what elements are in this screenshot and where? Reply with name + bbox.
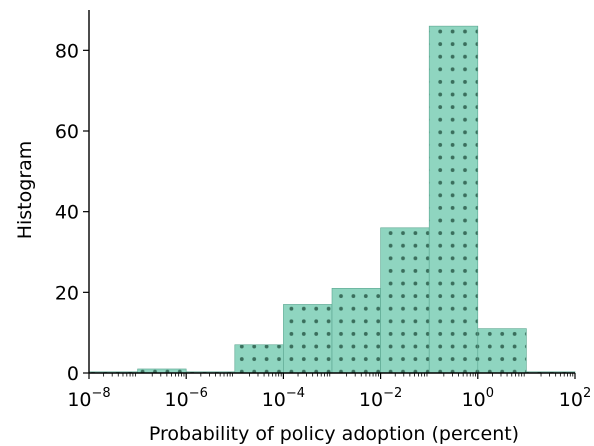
histogram-bar-9 xyxy=(477,328,527,374)
x-tick-exponent: −8 xyxy=(92,386,111,401)
x-tick-exponent: −2 xyxy=(383,386,402,401)
x-tick-label: 10−2 xyxy=(359,386,402,411)
histogram-bar-5 xyxy=(283,304,333,374)
y-axis-title: Histogram xyxy=(14,141,36,240)
x-tick-label: 102 xyxy=(559,386,591,411)
x-tick-label: 10−6 xyxy=(165,386,208,411)
x-tick-base: 10 xyxy=(359,389,383,411)
x-tick-base: 10 xyxy=(67,389,91,411)
histogram-bar-6 xyxy=(331,287,381,374)
x-tick-exponent: −4 xyxy=(286,386,305,401)
y-tick-label: 0 xyxy=(67,363,79,385)
y-tick-label: 60 xyxy=(55,121,79,143)
histogram-bar-4 xyxy=(234,344,284,374)
histogram-bar-7 xyxy=(380,227,430,374)
x-tick-label: 100 xyxy=(462,386,494,411)
x-tick-base: 10 xyxy=(462,389,486,411)
x-tick-base: 10 xyxy=(262,389,286,411)
x-tick-exponent: −6 xyxy=(189,386,208,401)
histogram-bars xyxy=(88,25,576,374)
y-tick-label: 20 xyxy=(55,282,79,304)
histogram-bar-8 xyxy=(428,25,479,374)
x-tick-exponent: 2 xyxy=(583,386,591,401)
y-tick-label: 40 xyxy=(55,202,79,224)
x-tick-label: 10−4 xyxy=(262,386,305,411)
x-tick-base: 10 xyxy=(559,389,583,411)
x-axis-title: Probability of policy adoption (percent) xyxy=(149,423,519,445)
y-tick-label: 80 xyxy=(55,40,79,62)
x-tick-exponent: 0 xyxy=(486,386,494,401)
x-tick-label: 10−8 xyxy=(67,386,110,411)
x-tick-base: 10 xyxy=(165,389,189,411)
